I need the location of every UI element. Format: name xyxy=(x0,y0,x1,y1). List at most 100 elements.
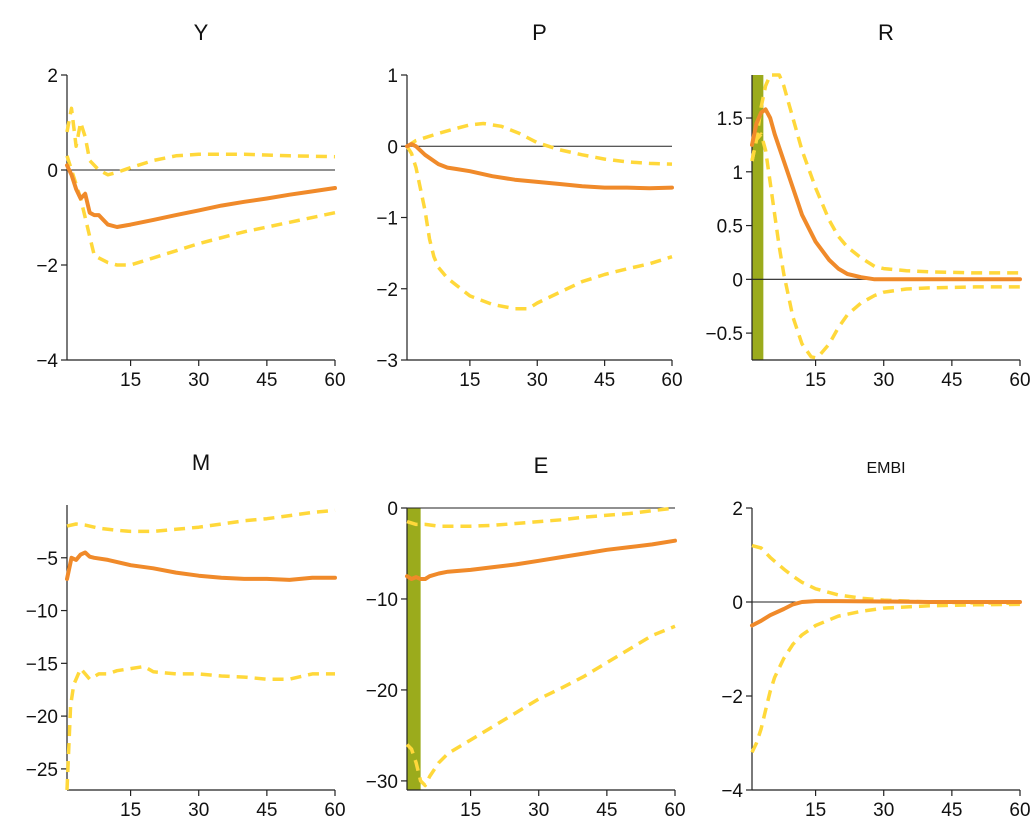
upper-band-line xyxy=(65,106,336,177)
series-lines xyxy=(405,121,674,311)
y-tick-label: −20 xyxy=(26,707,58,728)
y-tick-label: 0 xyxy=(47,161,58,182)
panel-embi: 2 0 −2 −4 15 30 45 60 EMBI xyxy=(721,460,1030,821)
series-lines xyxy=(750,73,1022,360)
y-tick-label: 0.5 xyxy=(717,217,743,238)
upper-band-line xyxy=(406,121,673,166)
y-tick-label: −1 xyxy=(376,209,398,230)
y-tick-label: 0 xyxy=(387,499,398,520)
y-ticks: 2 0 −2 −4 xyxy=(721,499,752,802)
panel-title: EMBI xyxy=(866,460,905,477)
x-ticks: 15 30 45 60 xyxy=(805,360,1031,391)
x-tick-label: 30 xyxy=(873,800,894,821)
lower-band-line xyxy=(65,664,335,791)
y-ticks: 0 −10 −20 −30 xyxy=(366,499,407,793)
x-tick-label: 15 xyxy=(805,800,826,821)
series-lines xyxy=(750,543,1022,754)
x-tick-label: 60 xyxy=(661,370,682,391)
panel-title: Y xyxy=(194,20,209,45)
y-tick-label: 0 xyxy=(387,137,398,158)
shaded-region xyxy=(752,75,764,360)
y-ticks: −5 −10 −15 −20 −25 xyxy=(26,549,67,781)
y-tick-label: −20 xyxy=(366,681,398,702)
y-tick-label: 2 xyxy=(732,499,743,520)
y-tick-label: −3 xyxy=(376,351,398,372)
median-response-line xyxy=(65,550,337,582)
upper-band-line xyxy=(66,508,336,534)
x-tick-label: 45 xyxy=(256,800,277,821)
panel-y: 2 0 −2 −4 15 30 45 60 Y xyxy=(36,20,345,391)
x-tick-label: 45 xyxy=(941,800,962,821)
x-tick-label: 45 xyxy=(941,370,962,391)
x-tick-label: 15 xyxy=(805,370,826,391)
y-tick-label: −4 xyxy=(721,781,743,802)
panel-title: P xyxy=(532,20,547,45)
x-tick-label: 45 xyxy=(594,370,615,391)
x-tick-label: 60 xyxy=(324,800,345,821)
x-tick-label: 30 xyxy=(873,370,894,391)
upper-band-line xyxy=(750,73,1020,275)
y-tick-label: −0.5 xyxy=(705,324,743,345)
y-tick-label: 1.5 xyxy=(717,109,743,130)
lower-band-line xyxy=(405,145,673,311)
x-ticks: 15 30 45 60 xyxy=(120,790,346,821)
y-ticks: 2 0 −2 −4 xyxy=(36,66,67,372)
panel-m: −5 −10 −15 −20 −25 15 30 45 60 M xyxy=(26,450,346,821)
lower-band-line xyxy=(750,132,1020,360)
x-tick-label: 30 xyxy=(188,800,209,821)
median-response-line xyxy=(750,599,1022,628)
y-tick-label: 0 xyxy=(732,593,743,614)
y-tick-label: −2 xyxy=(36,256,58,277)
x-tick-label: 15 xyxy=(459,370,480,391)
y-tick-label: 2 xyxy=(47,66,58,87)
upper-band-line xyxy=(751,543,1021,606)
lower-band-line xyxy=(405,624,676,788)
series-lines xyxy=(65,508,337,791)
x-tick-label: 60 xyxy=(324,370,345,391)
median-response-line xyxy=(405,142,674,191)
y-tick-label: −25 xyxy=(26,760,58,781)
x-ticks: 15 30 45 60 xyxy=(460,790,686,821)
x-tick-label: 60 xyxy=(1009,370,1030,391)
x-tick-label: 60 xyxy=(1009,800,1030,821)
panel-r: 1.5 1 0.5 0 −0.5 15 30 45 60 R xyxy=(705,20,1030,391)
y-tick-label: −15 xyxy=(26,654,58,675)
y-tick-label: −10 xyxy=(366,590,398,611)
series-lines xyxy=(65,106,337,267)
y-tick-label: −10 xyxy=(26,602,58,623)
x-tick-label: 30 xyxy=(527,370,548,391)
median-response-line xyxy=(750,107,1022,282)
y-ticks: 1.5 1 0.5 0 −0.5 xyxy=(705,109,752,345)
x-tick-label: 15 xyxy=(120,370,141,391)
y-tick-label: −2 xyxy=(721,687,743,708)
y-tick-label: 1 xyxy=(732,163,743,184)
y-tick-label: 1 xyxy=(387,66,398,87)
median-response-line xyxy=(65,163,337,229)
y-tick-label: −4 xyxy=(36,351,58,372)
x-ticks: 15 30 45 60 xyxy=(805,790,1031,821)
panel-title: E xyxy=(534,453,549,478)
x-tick-label: 15 xyxy=(120,800,141,821)
x-tick-label: 30 xyxy=(528,800,549,821)
x-tick-label: 15 xyxy=(460,800,481,821)
y-tick-label: −5 xyxy=(36,549,58,570)
upper-band-line xyxy=(406,506,676,528)
panel-e: 0 −10 −20 −30 15 30 45 60 E xyxy=(366,453,686,821)
y-tick-label: −2 xyxy=(376,280,398,301)
series-lines xyxy=(405,506,677,788)
x-tick-label: 60 xyxy=(664,800,685,821)
lower-band-line xyxy=(750,602,1021,754)
y-tick-label: −30 xyxy=(366,772,398,793)
y-tick-label: 0 xyxy=(732,270,743,291)
median-response-line xyxy=(405,538,677,581)
x-tick-label: 30 xyxy=(188,370,209,391)
x-ticks: 15 30 45 60 xyxy=(120,360,346,391)
x-tick-label: 45 xyxy=(256,370,277,391)
panel-p: 1 0 −1 −2 −3 15 30 45 60 P xyxy=(376,20,682,391)
y-ticks: 1 0 −1 −2 −3 xyxy=(376,66,407,372)
x-ticks: 15 30 45 60 xyxy=(459,360,683,391)
x-tick-label: 45 xyxy=(596,800,617,821)
panel-title: R xyxy=(878,20,894,45)
panel-title: M xyxy=(192,450,210,475)
